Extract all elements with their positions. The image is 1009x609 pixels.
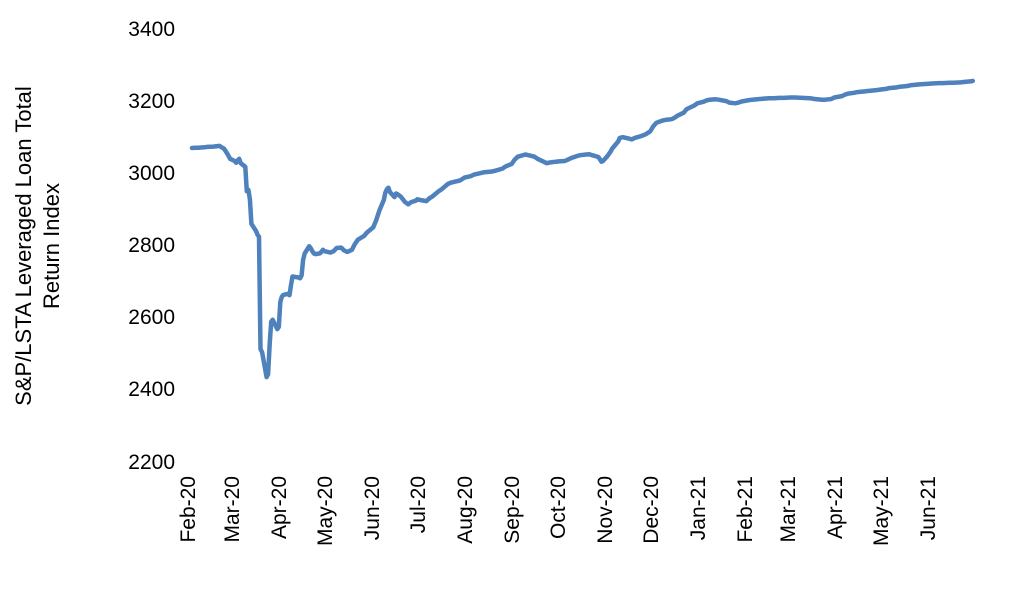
y-tick-label: 2600	[128, 306, 175, 330]
x-tick-label: Mar-20	[221, 476, 245, 543]
x-tick-label: Feb-20	[177, 476, 200, 543]
x-tick-label: Aug-20	[454, 476, 477, 544]
y-tick-label: 3200	[128, 89, 175, 113]
x-tick-label: Jul-20	[406, 476, 430, 534]
y-tick-label: 2200	[128, 450, 175, 474]
x-tick-label: May-20	[313, 476, 337, 547]
x-tick-label: May-21	[869, 476, 893, 547]
x-tick-label: Jun-21	[916, 476, 940, 541]
x-tick-label: Jan-21	[686, 476, 710, 541]
x-tick-label: Mar-21	[776, 476, 800, 543]
x-tick-label: Apr-20	[268, 476, 292, 540]
y-axis-title: S&P/LSTA Leveraged Loan Total Return Ind…	[10, 20, 68, 472]
x-tick-label: Apr-21	[823, 476, 847, 540]
y-axis-title-line1: S&P/LSTA Leveraged Loan Total	[11, 86, 36, 406]
series-line-sp-lsta-index	[189, 78, 976, 380]
x-tick-label: Feb-21	[734, 476, 758, 543]
x-tick-label: Oct-20	[546, 476, 570, 540]
y-axis-title-line2: Return Index	[39, 183, 64, 309]
y-tick-label: 2800	[128, 234, 175, 258]
x-tick-label: Dec-20	[639, 476, 663, 544]
y-tick-label: 3400	[128, 17, 175, 41]
x-tick-label: Sep-20	[501, 476, 525, 544]
y-tick-label: 2400	[128, 378, 175, 402]
y-tick-label: 3000	[128, 162, 175, 185]
x-tick-label: Jun-20	[361, 476, 385, 541]
x-tick-label: Nov-20	[594, 476, 618, 544]
